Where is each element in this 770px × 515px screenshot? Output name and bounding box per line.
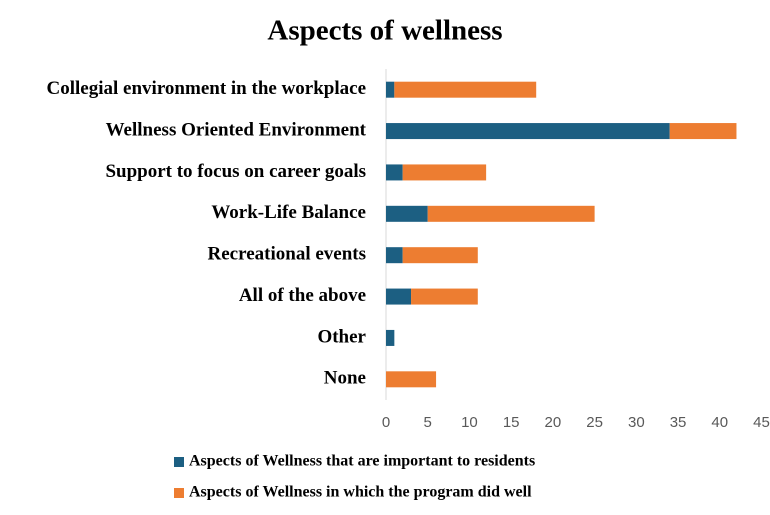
- y-tick-label: None: [324, 368, 366, 389]
- bar-segment: [394, 81, 537, 98]
- bar-segment: [386, 247, 403, 264]
- x-tick-label: 45: [753, 414, 770, 431]
- bar-segment: [386, 288, 412, 305]
- bar-segment: [669, 123, 737, 140]
- bar-segment: [386, 123, 670, 140]
- y-tick-label: All of the above: [239, 285, 366, 306]
- y-tick-label: Other: [317, 326, 366, 347]
- x-tick-label: 0: [382, 414, 390, 431]
- bar-segment: [386, 371, 437, 388]
- x-tick-label: 30: [628, 414, 645, 431]
- y-tick-label: Recreational events: [208, 244, 366, 265]
- x-tick-label: 15: [503, 414, 520, 431]
- y-tick-label: Collegial environment in the workplace: [47, 78, 366, 99]
- bar-segment: [386, 81, 395, 98]
- legend-swatch: [174, 488, 184, 498]
- bar-segment: [386, 205, 428, 222]
- bar-segment: [411, 288, 478, 305]
- x-tick-label: 5: [424, 414, 432, 431]
- chart-title: Aspects of wellness: [267, 15, 502, 47]
- x-tick-label: 10: [461, 414, 478, 431]
- bar-segment: [386, 164, 403, 181]
- x-tick-label: 20: [545, 414, 562, 431]
- y-tick-label: Wellness Oriented Environment: [106, 119, 367, 140]
- bar-segment: [402, 164, 487, 181]
- legend-label: Aspects of Wellness that are important t…: [189, 453, 535, 470]
- bar-segment: [386, 329, 395, 346]
- bar-segment: [402, 247, 478, 264]
- legend-swatch: [174, 457, 184, 467]
- x-tick-label: 40: [711, 414, 728, 431]
- bar-segment: [427, 205, 595, 222]
- y-tick-label: Work-Life Balance: [211, 202, 366, 223]
- x-tick-label: 35: [670, 414, 687, 431]
- legend-label: Aspects of Wellness in which the program…: [189, 484, 532, 501]
- x-tick-label: 25: [586, 414, 603, 431]
- y-tick-label: Support to focus on career goals: [105, 161, 366, 182]
